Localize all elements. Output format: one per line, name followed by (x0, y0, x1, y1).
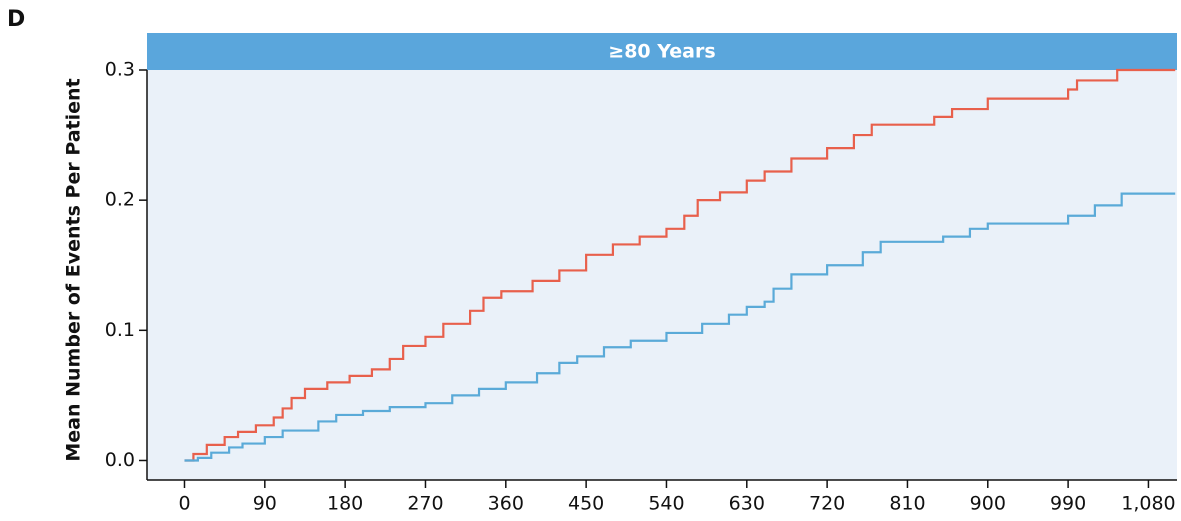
panel-header: ≥80 Years (608, 41, 715, 63)
x-tick-label: 90 (253, 493, 277, 515)
panel-label: D (7, 7, 25, 32)
y-tick-label: 0.2 (105, 189, 135, 211)
y-tick-label: 0.0 (105, 449, 135, 471)
x-tick-label: 810 (889, 493, 925, 515)
x-tick-label: 720 (809, 493, 845, 515)
x-tick-label: 450 (568, 493, 604, 515)
x-tick-label: 630 (729, 493, 765, 515)
x-tick-label: 540 (648, 493, 684, 515)
x-tick-label: 180 (327, 493, 363, 515)
y-axis-label: Mean Number of Events Per Patient (63, 78, 85, 461)
x-tick-label: 900 (970, 493, 1006, 515)
plot-background (147, 70, 1177, 480)
x-tick-label: 0 (178, 493, 190, 515)
panel-header-bar (147, 33, 1177, 70)
y-tick-label: 0.1 (105, 319, 135, 341)
series-line (184, 192, 1176, 462)
x-tick-label: 1,080 (1121, 493, 1175, 515)
x-tick-label: 270 (407, 493, 443, 515)
x-tick-label: 990 (1050, 493, 1086, 515)
y-tick-label: 0.3 (105, 59, 135, 81)
x-tick-label: 360 (488, 493, 524, 515)
series-line (184, 68, 1176, 462)
